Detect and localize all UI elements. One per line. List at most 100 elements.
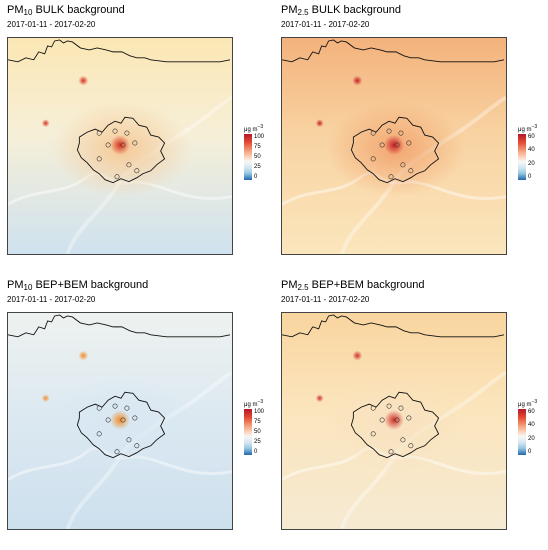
hotspot-west [41,394,50,403]
monitoring-station-marker [114,174,120,180]
monitoring-station-marker [96,405,102,411]
hotspot-center [384,410,404,430]
color-legend: μg m−3 60 40 20 0 [518,399,548,469]
panel-pm10-bep-bem: PM10 BEP+BEM background 2017-01-11 - 201… [0,275,274,550]
legend-tick-label: 0 [254,449,258,455]
legend-tick-label: 75 [254,419,261,425]
concentration-map [281,37,507,255]
monitoring-station-marker [126,162,132,168]
panel-title: PM2.5 BEP+BEM background [281,279,425,292]
legend-colorbar [244,134,252,180]
legend-tick-label: 40 [528,147,535,154]
date-range: 2017-01-11 - 2017-02-20 [281,295,370,304]
hotspot-center [384,135,404,155]
panel-title: PM10 BEP+BEM background [7,279,149,292]
legend-tick-label: 60 [528,409,535,415]
hotspot-north [352,350,363,361]
color-legend: μg m−3 60 40 20 0 [518,124,548,194]
legend-tick-label: 100 [254,134,265,140]
color-legend: μg m−3 100 75 50 25 0 [244,399,274,469]
city-boundary-line [350,116,440,184]
monitoring-station-marker [406,140,412,146]
city-boundary-line [350,391,440,459]
country-border-line [8,39,231,63]
panel-title: PM10 BULK background [7,4,125,17]
monitoring-station-marker [370,431,376,437]
monitoring-station-marker [398,405,404,411]
monitoring-station-marker [388,174,394,180]
monitoring-station-marker [96,156,102,162]
panel-pm25-bep-bem: PM2.5 BEP+BEM background 2017-01-11 - 20… [274,275,548,550]
monitoring-station-marker [370,130,376,136]
concentration-map [7,312,233,530]
monitoring-station-marker [388,449,394,455]
monitoring-station-marker [400,437,406,443]
legend-tick-label: 0 [254,174,258,180]
monitoring-station-marker [394,417,400,423]
legend-unit: μg m−3 [518,399,538,408]
monitoring-station-marker [96,130,102,136]
legend-tick-label: 25 [254,164,261,170]
monitoring-station-marker [386,128,392,134]
date-range: 2017-01-11 - 2017-02-20 [7,295,96,304]
monitoring-station-marker [126,437,132,443]
monitoring-station-marker [120,142,126,148]
date-range: 2017-01-11 - 2017-02-20 [7,20,96,29]
date-range: 2017-01-11 - 2017-02-20 [281,20,370,29]
legend-unit: μg m−3 [244,399,264,408]
monitoring-station-marker [124,130,130,136]
hotspot-west [41,119,50,128]
city-boundary-line [76,116,166,184]
monitoring-station-marker [386,403,392,409]
monitoring-station-marker [400,162,406,168]
color-legend: μg m−3 100 75 50 25 0 [244,124,274,194]
hotspot-north [78,75,89,86]
hotspot-north [78,350,89,361]
panel-title: PM2.5 BULK background [281,4,401,17]
legend-tick-label: 75 [254,144,261,150]
monitoring-station-marker [114,449,120,455]
legend-tick-label: 0 [528,174,532,180]
map-canvas [282,38,506,254]
concentration-map [7,37,233,255]
panel-pm10-bulk: PM10 BULK background 2017-01-11 - 2017-0… [0,0,274,275]
monitoring-station-marker [124,405,130,411]
country-border-line [282,314,505,338]
monitoring-station-marker [96,431,102,437]
country-border-line [282,39,505,63]
monitoring-station-marker [134,443,140,449]
legend-unit: μg m−3 [518,124,538,133]
city-boundary-line [76,391,166,459]
hotspot-center [110,135,130,155]
monitoring-station-marker [105,417,111,423]
monitoring-station-marker [105,142,111,148]
panel-pm25-bulk: PM2.5 BULK background 2017-01-11 - 2017-… [274,0,548,275]
map-canvas [8,313,232,529]
monitoring-station-marker [112,128,118,134]
monitoring-station-marker [112,403,118,409]
monitoring-station-marker [408,168,414,174]
monitoring-station-marker [370,405,376,411]
legend-colorbar [518,134,526,180]
hotspot-west [315,119,324,128]
legend-tick-label: 100 [254,409,265,415]
legend-tick-label: 25 [254,439,261,445]
concentration-map [281,312,507,530]
monitoring-station-marker [132,140,138,146]
monitoring-station-marker [370,156,376,162]
hotspot-center [110,410,130,430]
legend-colorbar [518,409,526,455]
legend-unit: μg m−3 [244,124,264,133]
monitoring-station-marker [379,142,385,148]
legend-colorbar [244,409,252,455]
hotspot-west [315,394,324,403]
monitoring-station-marker [120,417,126,423]
legend-tick-label: 50 [254,154,261,160]
legend-tick-label: 0 [528,449,532,455]
monitoring-station-marker [406,415,412,421]
country-border-line [8,314,231,338]
legend-tick-label: 20 [528,160,535,167]
monitoring-station-marker [394,142,400,148]
legend-tick-label: 60 [528,134,535,140]
legend-tick-label: 40 [528,422,535,429]
